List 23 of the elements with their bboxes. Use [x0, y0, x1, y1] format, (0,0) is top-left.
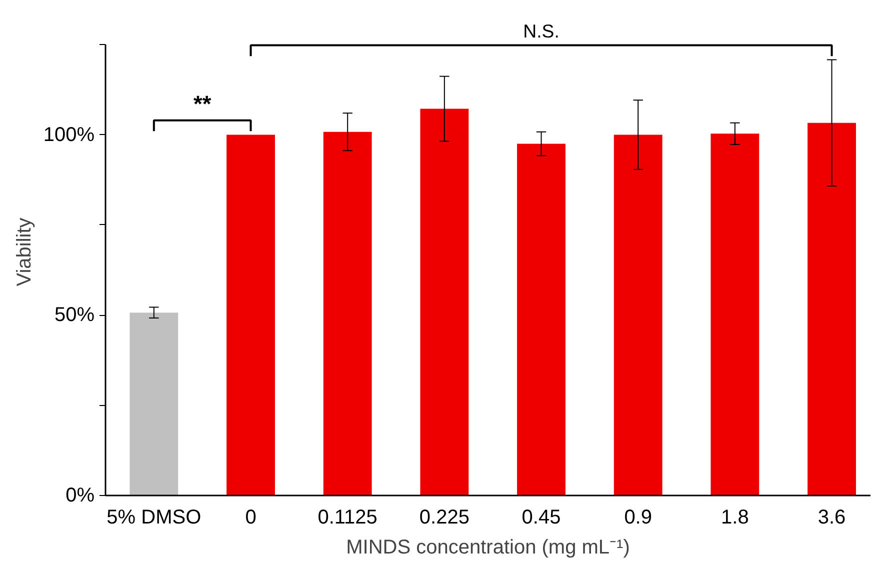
text: N.S.: [523, 20, 560, 42]
y-axis-title: Viability: [13, 218, 36, 286]
x-tick-label: 3.6: [818, 506, 846, 528]
y-tick-label: 50%: [54, 304, 95, 326]
bar: [226, 134, 275, 496]
bar: [808, 122, 856, 496]
x-tick-label: 1.8: [721, 506, 749, 528]
bar: [517, 144, 566, 496]
bar: [710, 134, 760, 496]
x-tick-label: 0.225: [419, 506, 470, 528]
annotation: **: [194, 90, 212, 117]
y-tick-label: 0%: [66, 484, 95, 506]
bar: [420, 108, 469, 496]
x-tick-label: 0.45: [522, 506, 561, 528]
bar: [323, 132, 372, 496]
x-tick-label: 0.1125: [318, 506, 378, 528]
bar: [614, 134, 662, 496]
bar: [130, 312, 178, 496]
x-tick-label: 0.9: [624, 506, 652, 528]
x-axis-title: MINDS concentration (mg mL⁻¹): [346, 536, 630, 558]
x-tick-label: 0: [245, 506, 256, 528]
y-tick-label: 100%: [43, 124, 95, 146]
x-tick-label: 5% DMSO: [106, 506, 202, 528]
